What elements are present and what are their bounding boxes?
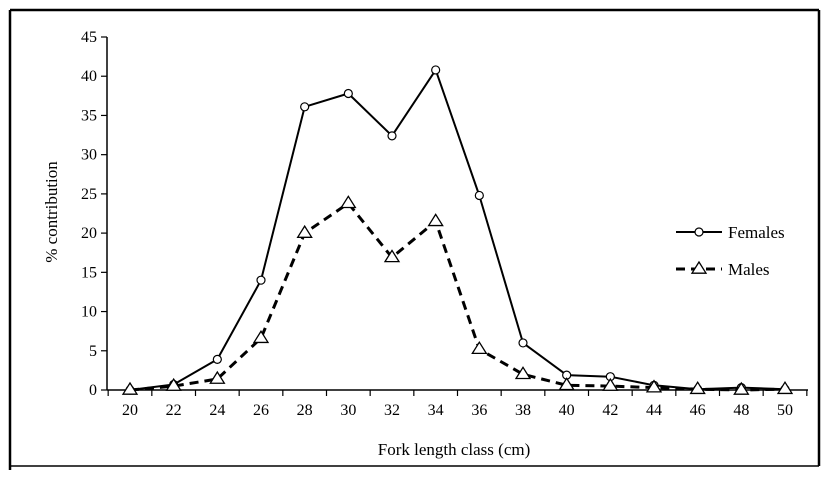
x-tick-label: 32 bbox=[384, 402, 400, 419]
data-point-females bbox=[343, 88, 353, 99]
x-tick-label: 30 bbox=[340, 402, 356, 419]
series-females bbox=[125, 65, 790, 395]
y-axis-title: % contribution bbox=[42, 161, 61, 263]
legend-marker-males bbox=[690, 260, 708, 274]
legend-label-males: Males bbox=[728, 260, 770, 279]
y-tick-labels: 0 5 10 15 20 25 30 35 40 45 bbox=[81, 29, 97, 399]
x-tick-label: 40 bbox=[559, 402, 575, 419]
data-point-males bbox=[209, 370, 226, 384]
y-tick-label: 0 bbox=[89, 382, 97, 399]
data-point-males bbox=[558, 377, 575, 391]
y-tick-label: 35 bbox=[81, 107, 97, 124]
legend: Females Males bbox=[676, 223, 785, 279]
x-tick-label: 24 bbox=[209, 402, 225, 419]
outer-border bbox=[8, 8, 821, 470]
data-point-females bbox=[256, 275, 266, 285]
axes bbox=[101, 36, 808, 396]
y-tick-label: 5 bbox=[89, 343, 97, 360]
y-tick-label: 20 bbox=[81, 225, 97, 242]
y-tick-label: 15 bbox=[81, 264, 97, 281]
data-point-males bbox=[121, 381, 139, 395]
y-tick-label: 45 bbox=[81, 29, 97, 46]
x-tick-labels: 20 22 24 26 28 30 32 34 36 38 40 42 44 46 48 50 bbox=[122, 402, 793, 419]
data-point-males bbox=[602, 377, 619, 391]
series-males bbox=[121, 195, 794, 395]
x-tick-label: 46 bbox=[690, 402, 706, 419]
x-tick-label: 28 bbox=[297, 402, 313, 419]
x-tick-label: 44 bbox=[646, 402, 662, 419]
data-point-males bbox=[514, 366, 532, 380]
series-line-females bbox=[129, 68, 786, 391]
y-tick-label: 40 bbox=[81, 68, 97, 85]
data-point-females bbox=[474, 190, 484, 201]
data-point-males bbox=[340, 195, 357, 209]
data-point-females bbox=[212, 354, 222, 365]
x-tick-label: 50 bbox=[777, 402, 793, 419]
data-point-males bbox=[427, 213, 444, 227]
data-point-males bbox=[165, 377, 182, 391]
x-tick-label: 42 bbox=[602, 402, 618, 419]
x-axis-title: Fork length class (cm) bbox=[378, 440, 531, 459]
series-line-males bbox=[129, 201, 786, 392]
x-tick-label: 34 bbox=[428, 402, 444, 419]
data-point-males bbox=[776, 380, 794, 395]
data-point-females bbox=[518, 338, 528, 348]
y-tick-label: 30 bbox=[81, 147, 97, 164]
x-tick-label: 36 bbox=[471, 402, 487, 419]
x-tick-label: 38 bbox=[515, 402, 531, 419]
data-point-males bbox=[383, 249, 401, 263]
x-tick-label: 22 bbox=[166, 402, 182, 419]
y-tick-label: 10 bbox=[81, 304, 97, 321]
data-point-females bbox=[431, 65, 441, 75]
x-tick-label: 20 bbox=[122, 402, 138, 419]
x-tick-label: 26 bbox=[253, 402, 269, 419]
data-point-females bbox=[387, 131, 397, 141]
y-tick-label: 25 bbox=[81, 186, 97, 203]
data-point-females bbox=[300, 102, 310, 112]
data-point-males bbox=[689, 380, 706, 395]
data-point-males bbox=[645, 379, 663, 393]
data-point-males bbox=[733, 381, 750, 395]
legend-marker-females bbox=[694, 227, 704, 237]
legend-label-females: Females bbox=[728, 223, 785, 242]
data-point-males bbox=[296, 224, 313, 238]
data-point-males bbox=[252, 330, 270, 344]
data-point-males bbox=[471, 340, 488, 355]
x-tick-label: 48 bbox=[733, 402, 749, 419]
series-layer bbox=[121, 65, 794, 395]
